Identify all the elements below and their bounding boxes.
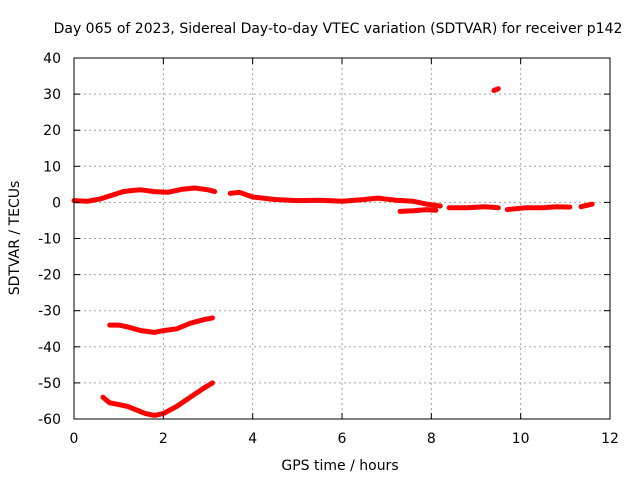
chart-title: Day 065 of 2023, Sidereal Day-to-day VTE… — [54, 21, 623, 37]
y-tick-label: -10 — [38, 232, 61, 248]
series-bottom — [100, 380, 215, 418]
y-tick-label: 40 — [43, 51, 61, 67]
grid — [74, 58, 610, 419]
x-tick-label: 2 — [159, 431, 168, 447]
series-main-mid — [227, 189, 443, 209]
x-tick-label: 8 — [427, 431, 436, 447]
x-tick-label: 6 — [338, 431, 347, 447]
series-outlier — [491, 86, 501, 93]
y-tick-label: -30 — [38, 304, 61, 320]
x-axis-label: GPS time / hours — [281, 458, 398, 474]
y-axis-label: SDTVAR / TECUs — [7, 181, 23, 296]
y-tick-label: -40 — [38, 340, 61, 356]
series-low-branch — [397, 207, 439, 214]
y-tick-label: -60 — [38, 412, 61, 428]
x-tick-label: 12 — [601, 431, 619, 447]
series-main-early — [71, 185, 218, 204]
series-tail — [578, 201, 595, 210]
y-tick-label: 20 — [43, 123, 61, 139]
x-tick-label: 10 — [512, 431, 530, 447]
y-tick-label: 10 — [43, 159, 61, 175]
ticks: 0 2 4 6 8 10 12 -60 -50 -40 -30 -20 -10 0 10 20 30 40 — [38, 51, 619, 447]
series-layer — [71, 86, 595, 418]
series-main-late — [446, 204, 501, 211]
x-tick-label: 0 — [70, 431, 79, 447]
x-tick-label: 4 — [248, 431, 257, 447]
y-tick-label: -50 — [38, 376, 61, 392]
y-tick-label: 30 — [43, 87, 61, 103]
y-tick-label: 0 — [52, 195, 61, 211]
series-main-end — [504, 204, 573, 213]
y-tick-label: -20 — [38, 268, 61, 284]
series-mid-lower — [107, 315, 215, 335]
